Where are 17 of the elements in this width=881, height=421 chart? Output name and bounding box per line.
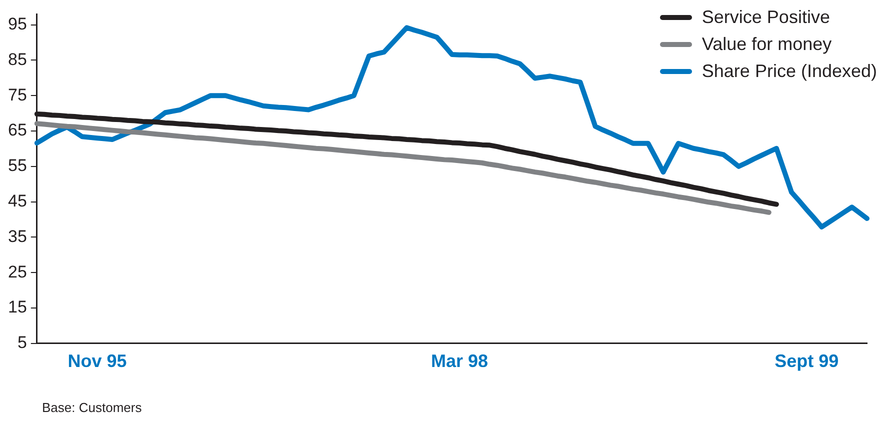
y-tick-label: 25 [8,262,27,282]
y-tick-label: 55 [8,156,27,176]
y-tick-label: 95 [8,14,27,34]
x-tick-label: Nov 95 [68,351,127,372]
y-tick-label: 15 [8,298,27,317]
y-tick-label: 65 [8,120,27,140]
x-tick-label: Sept 99 [774,351,839,372]
y-tick-label: 35 [8,226,27,246]
y-tick-label: 85 [8,50,27,69]
legend-label: Service Positive [702,7,830,28]
y-tick-label: 5 [17,333,27,352]
text: Base: Customers [42,400,142,415]
y-tick-label: 75 [8,85,27,104]
legend-label: Share Price (Indexed) [702,61,877,82]
x-tick-label: Mar 98 [430,351,488,372]
y-tick-label: 45 [8,191,27,210]
legend-label: Value for money [702,34,832,55]
